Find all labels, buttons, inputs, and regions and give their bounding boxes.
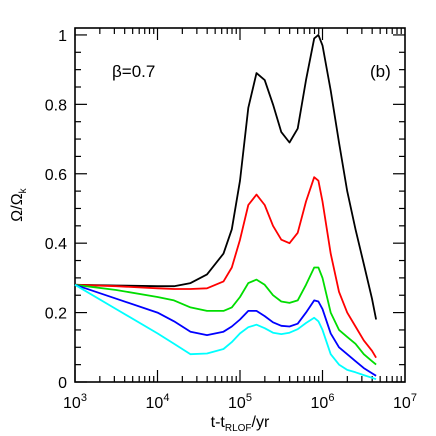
annotation-beta: β=0.7 — [112, 62, 155, 81]
series-line-5 — [74, 284, 377, 381]
y-tick-label: 0 — [58, 375, 67, 392]
series-line-3 — [74, 266, 377, 366]
x-tick-label: 104 — [146, 392, 170, 412]
x-tick-label: 103 — [63, 392, 87, 412]
series-line-2 — [74, 176, 377, 359]
annotation-panel-label: (b) — [370, 62, 391, 81]
axis-ticks — [74, 28, 405, 383]
y-tick-label: 0.6 — [45, 167, 67, 184]
y-tick-label: 0.2 — [45, 306, 67, 323]
tick-labels: 103 104 105 106 107 0 0.2 0.4 0.6 0.8 1 — [45, 28, 417, 412]
series-group — [74, 34, 377, 381]
y-axis-label: Ω/Ωk — [9, 187, 29, 221]
series-line-4 — [74, 283, 377, 377]
series-line-1 — [74, 34, 377, 320]
y-tick-label: 0.8 — [45, 97, 67, 114]
x-tick-label: 105 — [228, 392, 252, 412]
y-tick-label: 1 — [58, 28, 67, 45]
x-tick-label: 106 — [311, 392, 335, 412]
x-axis-label: t-tRLOF/yr — [211, 414, 270, 434]
plot-frame — [74, 27, 406, 383]
x-tick-label: 107 — [393, 392, 417, 412]
y-tick-label: 0.4 — [45, 236, 67, 253]
